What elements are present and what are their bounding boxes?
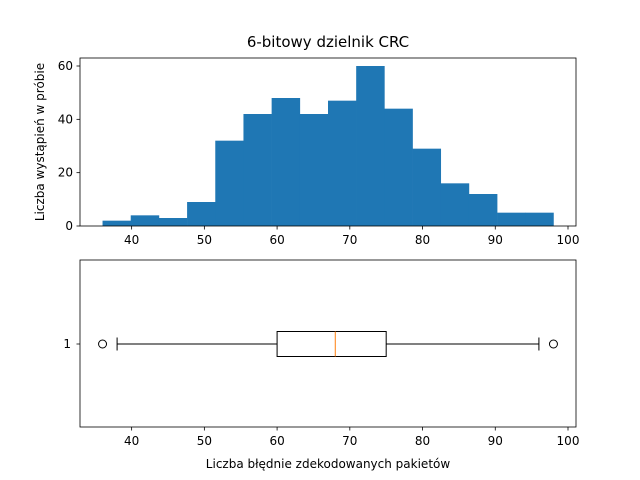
- x-tick-label: 80: [415, 434, 430, 448]
- y-tick-label: 0: [65, 219, 73, 233]
- histogram-bar: [412, 148, 442, 226]
- outlier-marker: [548, 339, 558, 349]
- x-tick-label: 60: [269, 233, 284, 247]
- y-axis-label: Liczba wystąpień w próbie: [33, 63, 47, 221]
- x-tick-label: 50: [197, 434, 212, 448]
- histogram-bar: [328, 100, 357, 226]
- histogram-bar: [215, 140, 244, 226]
- x-axis-label: Liczba błędnie zdekodowanych pakietów: [206, 457, 451, 471]
- histogram-title: 6-bitowy dzielnik CRC: [246, 33, 410, 51]
- histogram-bar: [468, 194, 498, 226]
- histogram-bar: [497, 212, 526, 226]
- histogram-bar: [102, 220, 132, 226]
- boxplot-axes: 40 50 60 70 80 90 100 1 Liczba błędnie zdekodowa…: [63, 259, 580, 471]
- box-iqr: [276, 331, 387, 357]
- x-tick-label: 40: [124, 434, 139, 448]
- y-tick-label: 40: [58, 112, 73, 126]
- y-tick-label: 20: [58, 166, 73, 180]
- histogram-bar: [440, 183, 470, 226]
- x-tick-label: 90: [488, 434, 503, 448]
- x-tick-label: 50: [197, 233, 212, 247]
- x-tick-label: 90: [488, 233, 503, 247]
- histogram-bar: [158, 218, 188, 226]
- y-tick-label: 1: [63, 337, 71, 351]
- histogram-bar: [525, 212, 554, 226]
- x-tick-label: 70: [342, 233, 357, 247]
- histogram-bar: [384, 108, 413, 226]
- histogram-bar: [187, 202, 216, 226]
- boxplot-frame: [79, 259, 577, 428]
- histogram-bar: [299, 114, 329, 226]
- x-tick-label: 80: [415, 233, 430, 247]
- histogram-bar: [356, 66, 385, 226]
- x-tick-label: 70: [342, 434, 357, 448]
- x-tick-label: 40: [124, 233, 139, 247]
- histogram-frame: [79, 57, 577, 227]
- y-tick-label: 60: [58, 59, 73, 73]
- outlier-marker: [98, 339, 108, 349]
- histogram-axes: 40 50 60 70 80 90 100 0 20 40 60 Liczba wystąpień w…: [33, 57, 580, 247]
- histogram-bar: [130, 215, 160, 226]
- histogram-bar: [243, 114, 272, 226]
- x-tick-label: 100: [557, 233, 580, 247]
- histogram-bar: [271, 98, 301, 226]
- x-tick-label: 100: [557, 434, 580, 448]
- x-tick-label: 60: [269, 434, 284, 448]
